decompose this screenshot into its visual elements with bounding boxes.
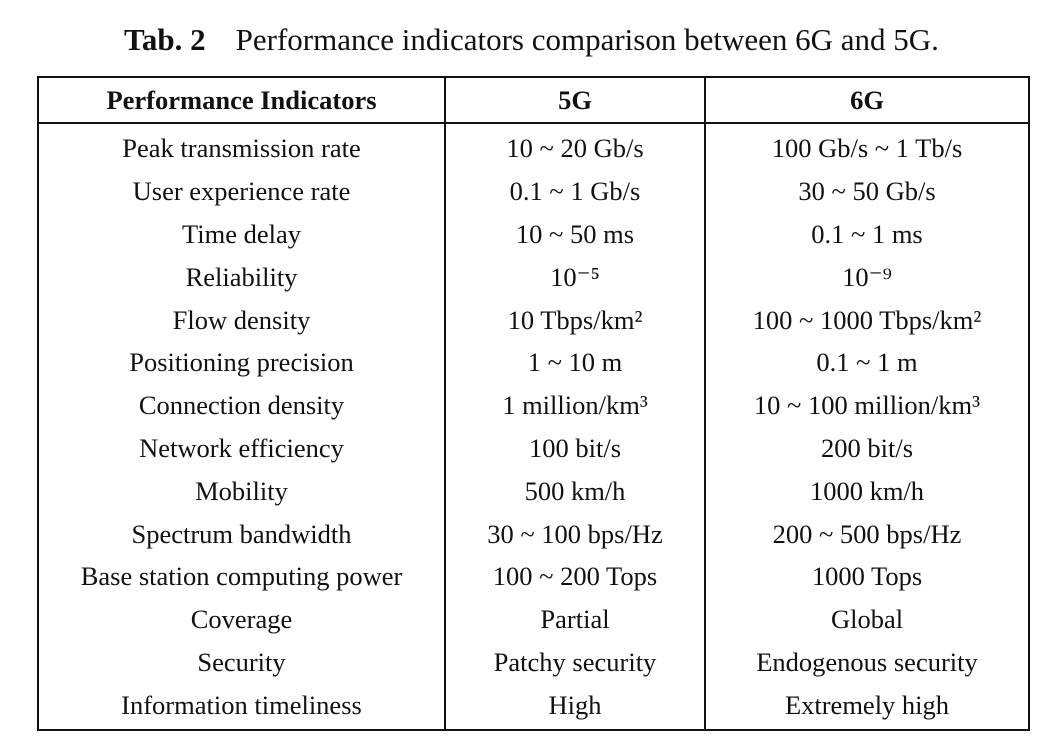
value-5g-cell: High: [444, 683, 706, 731]
table-row: Flow density 10 Tbps/km² 100 ~ 1000 Tbps…: [37, 298, 1030, 341]
indicator-cell: User experience rate: [37, 169, 446, 213]
value-6g-cell: 0.1 ~ 1 m: [704, 340, 1030, 384]
table-row: Reliability 10⁻⁵ 10⁻⁹: [37, 255, 1030, 299]
value-6g-cell: Endogenous security: [704, 640, 1030, 684]
value-6g-cell: 200 bit/s: [704, 426, 1030, 470]
value-5g-cell: 100 ~ 200 Tops: [444, 554, 706, 598]
value-5g-cell: 10 ~ 50 ms: [444, 212, 706, 256]
value-6g-cell: 10 ~ 100 million/km³: [704, 383, 1030, 427]
indicator-cell: Spectrum bandwidth: [37, 512, 446, 555]
value-5g-cell: 500 km/h: [444, 469, 706, 513]
indicator-cell: Base station computing power: [37, 554, 446, 598]
indicator-cell: Flow density: [37, 298, 446, 341]
value-5g-cell: Patchy security: [444, 640, 706, 684]
table-body: Peak transmission rate 10 ~ 20 Gb/s 100 …: [37, 123, 1030, 731]
indicator-cell: Security: [37, 640, 446, 684]
table-row: Security Patchy security Endogenous secu…: [37, 640, 1030, 684]
caption-label: Tab. 2: [124, 22, 206, 57]
table-row: Spectrum bandwidth 30 ~ 100 bps/Hz 200 ~…: [37, 512, 1030, 555]
value-5g-cell: 1 million/km³: [444, 383, 706, 427]
value-5g-cell: 1 ~ 10 m: [444, 340, 706, 384]
value-6g-cell: 1000 Tops: [704, 554, 1030, 598]
indicator-cell: Reliability: [37, 255, 446, 299]
header-indicator: Performance Indicators: [37, 77, 446, 124]
value-5g-cell: 10 ~ 20 Gb/s: [444, 123, 706, 170]
value-6g-cell: 100 ~ 1000 Tbps/km²: [704, 298, 1030, 341]
table-row: User experience rate 0.1 ~ 1 Gb/s 30 ~ 5…: [37, 169, 1030, 213]
value-6g-cell: 30 ~ 50 Gb/s: [704, 169, 1030, 213]
table-header: Performance Indicators 5G 6G: [37, 77, 1030, 124]
indicator-cell: Positioning precision: [37, 340, 446, 384]
value-6g-cell: 100 Gb/s ~ 1 Tb/s: [704, 123, 1030, 170]
value-6g-cell: Global: [704, 597, 1030, 641]
indicator-cell: Connection density: [37, 383, 446, 427]
table-row: Mobility 500 km/h 1000 km/h: [37, 469, 1030, 513]
value-5g-cell: 10 Tbps/km²: [444, 298, 706, 341]
header-row: Performance Indicators 5G 6G: [37, 77, 1030, 124]
value-5g-cell: 0.1 ~ 1 Gb/s: [444, 169, 706, 213]
table-caption: Tab. 2 Performance indicators comparison …: [0, 18, 1063, 62]
indicator-cell: Mobility: [37, 469, 446, 513]
indicator-cell: Time delay: [37, 212, 446, 256]
value-5g-cell: 100 bit/s: [444, 426, 706, 470]
header-5g: 5G: [444, 77, 706, 124]
value-5g-cell: 30 ~ 100 bps/Hz: [444, 512, 706, 555]
value-5g-cell: 10⁻⁵: [444, 255, 706, 299]
table-row: Information timeliness High Extremely hi…: [37, 683, 1030, 731]
table-row: Peak transmission rate 10 ~ 20 Gb/s 100 …: [37, 123, 1030, 170]
value-6g-cell: Extremely high: [704, 683, 1030, 731]
table-row: Network efficiency 100 bit/s 200 bit/s: [37, 426, 1030, 470]
table-row: Connection density 1 million/km³ 10 ~ 10…: [37, 383, 1030, 427]
performance-table: Performance Indicators 5G 6G Peak transm…: [37, 76, 1030, 732]
table-row: Positioning precision 1 ~ 10 m 0.1 ~ 1 m: [37, 340, 1030, 384]
indicator-cell: Information timeliness: [37, 683, 446, 731]
indicator-cell: Peak transmission rate: [37, 123, 446, 170]
table-row: Time delay 10 ~ 50 ms 0.1 ~ 1 ms: [37, 212, 1030, 256]
value-5g-cell: Partial: [444, 597, 706, 641]
table-row: Coverage Partial Global: [37, 597, 1030, 641]
value-6g-cell: 1000 km/h: [704, 469, 1030, 513]
table-row: Base station computing power 100 ~ 200 T…: [37, 554, 1030, 598]
indicator-cell: Coverage: [37, 597, 446, 641]
value-6g-cell: 10⁻⁹: [704, 255, 1030, 299]
caption-text: Performance indicators comparison betwee…: [235, 22, 939, 57]
header-6g: 6G: [704, 77, 1030, 124]
value-6g-cell: 0.1 ~ 1 ms: [704, 212, 1030, 256]
value-6g-cell: 200 ~ 500 bps/Hz: [704, 512, 1030, 555]
indicator-cell: Network efficiency: [37, 426, 446, 470]
